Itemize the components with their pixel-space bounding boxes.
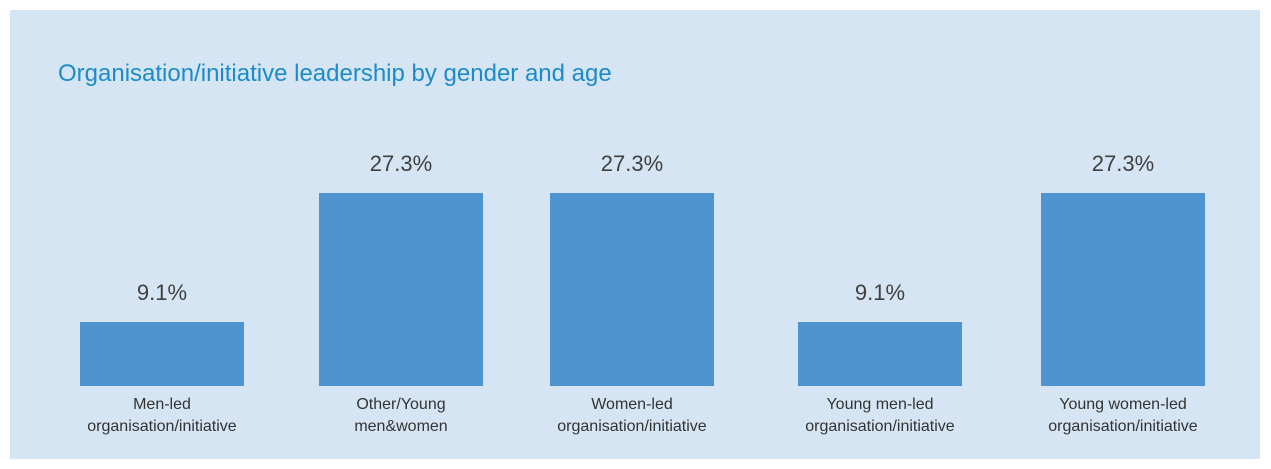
bar — [550, 193, 714, 386]
value-label: 9.1% — [136, 279, 188, 305]
x-tick-label: Women-led organisation/initiative — [557, 396, 707, 435]
value-label: 27.3% — [369, 151, 433, 176]
bar — [798, 321, 962, 386]
x-tick-label: Young women-led organisation/initiative — [1048, 396, 1198, 435]
bar — [1041, 193, 1205, 386]
bar — [80, 321, 244, 386]
x-tick-label: Other/Young men&women — [354, 396, 448, 435]
x-tick-label: Young men-led organisation/initiative — [805, 396, 955, 435]
value-label: 9.1% — [854, 279, 906, 305]
chart-title: Organisation/initiative leadership by ge… — [58, 60, 612, 87]
value-label: 27.3% — [600, 151, 664, 176]
x-tick-label: Men-led organisation/initiative — [87, 396, 237, 435]
bar — [319, 193, 483, 386]
chart: Organisation/initiative leadership by ge… — [10, 10, 1260, 459]
value-label: 27.3% — [1091, 151, 1155, 176]
